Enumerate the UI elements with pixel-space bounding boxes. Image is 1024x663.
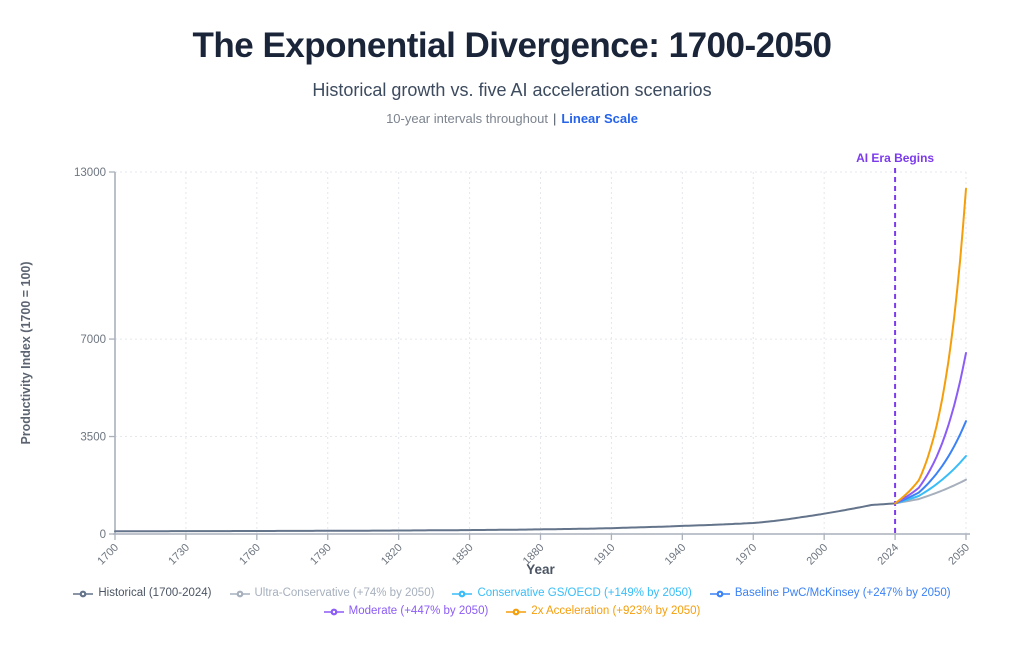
series-line bbox=[894, 478, 967, 505]
series-line bbox=[894, 420, 967, 505]
legend-item[interactable]: Moderate (+447% by 2050) bbox=[323, 605, 489, 618]
legend-marker-icon bbox=[73, 590, 94, 597]
y-axis-tick-label: 13000 bbox=[74, 167, 106, 179]
x-axis-tick-label: 1970 bbox=[734, 542, 760, 568]
legend-marker-icon bbox=[452, 590, 473, 597]
x-axis-tick-label: 2000 bbox=[804, 542, 830, 568]
chart-meta-line: 10-year intervals throughout | Linear Scal… bbox=[0, 111, 1024, 126]
ai-era-label: AI Era Begins bbox=[856, 151, 934, 165]
legend-marker-icon bbox=[506, 608, 527, 615]
y-axis-tick-label: 0 bbox=[100, 529, 106, 541]
legend-item-label: 2x Acceleration (+923% by 2050) bbox=[531, 605, 701, 617]
x-axis-tick-label: 1940 bbox=[663, 542, 689, 568]
x-axis-tick-label: 1910 bbox=[592, 542, 618, 568]
x-axis-tick-label: 2024 bbox=[875, 542, 901, 568]
x-axis-tick-label: 1820 bbox=[379, 542, 405, 568]
y-axis-title: Productivity Index (1700 = 100) bbox=[19, 261, 33, 444]
legend-item-label: Moderate (+447% by 2050) bbox=[348, 605, 489, 617]
y-axis-tick-label: 3500 bbox=[80, 432, 106, 444]
legend-item[interactable]: 2x Acceleration (+923% by 2050) bbox=[506, 605, 700, 618]
series-line bbox=[114, 502, 897, 533]
legend-marker-icon bbox=[709, 590, 730, 597]
meta-separator: | bbox=[552, 111, 557, 126]
interval-note: 10-year intervals throughout bbox=[386, 111, 548, 126]
legend-row-2: Moderate (+447% by 2050) 2x Acceleration … bbox=[323, 605, 700, 618]
x-axis-tick-label: 1850 bbox=[450, 542, 476, 568]
legend-item[interactable]: Conservative GS/OECD (+149% by 2050) bbox=[452, 587, 692, 600]
series-line bbox=[894, 187, 967, 505]
legend-item-label: Baseline PwC/McKinsey (+247% by 2050) bbox=[734, 587, 951, 599]
legend-item-label: Conservative GS/OECD (+149% by 2050) bbox=[477, 587, 692, 599]
legend-item[interactable]: Baseline PwC/McKinsey (+247% by 2050) bbox=[709, 587, 951, 600]
y-axis-tick-label: 7000 bbox=[80, 334, 106, 346]
page-title: The Exponential Divergence: 1700-2050 bbox=[192, 26, 833, 65]
series-line bbox=[894, 455, 967, 505]
legend-item[interactable]: Ultra-Conservative (+74% by 2050) bbox=[229, 587, 435, 600]
legend-row-1: Historical (1700-2024) Ultra-Conservative… bbox=[73, 587, 951, 600]
series-line bbox=[894, 352, 967, 505]
x-axis-tick-label: 1700 bbox=[95, 542, 121, 568]
scale-mode-label: Linear Scale bbox=[561, 111, 638, 126]
x-axis-tick-label: 1790 bbox=[308, 542, 334, 568]
x-axis-tick-label: 1730 bbox=[166, 542, 192, 568]
x-axis-tick-label: 2050 bbox=[946, 542, 972, 568]
legend-item-label: Historical (1700-2024) bbox=[98, 587, 212, 599]
page-subtitle: Historical growth vs. five AI accelerati… bbox=[312, 80, 712, 100]
legend-marker-icon bbox=[229, 590, 250, 597]
legend-item-label: Ultra-Conservative (+74% by 2050) bbox=[254, 587, 435, 599]
chart-legend: Historical (1700-2024) Ultra-Conservative… bbox=[0, 587, 1024, 618]
legend-item[interactable]: Historical (1700-2024) bbox=[73, 587, 212, 600]
legend-marker-icon bbox=[323, 608, 344, 615]
x-axis-title: Year bbox=[526, 562, 555, 577]
x-axis-tick-label: 1760 bbox=[237, 542, 263, 568]
